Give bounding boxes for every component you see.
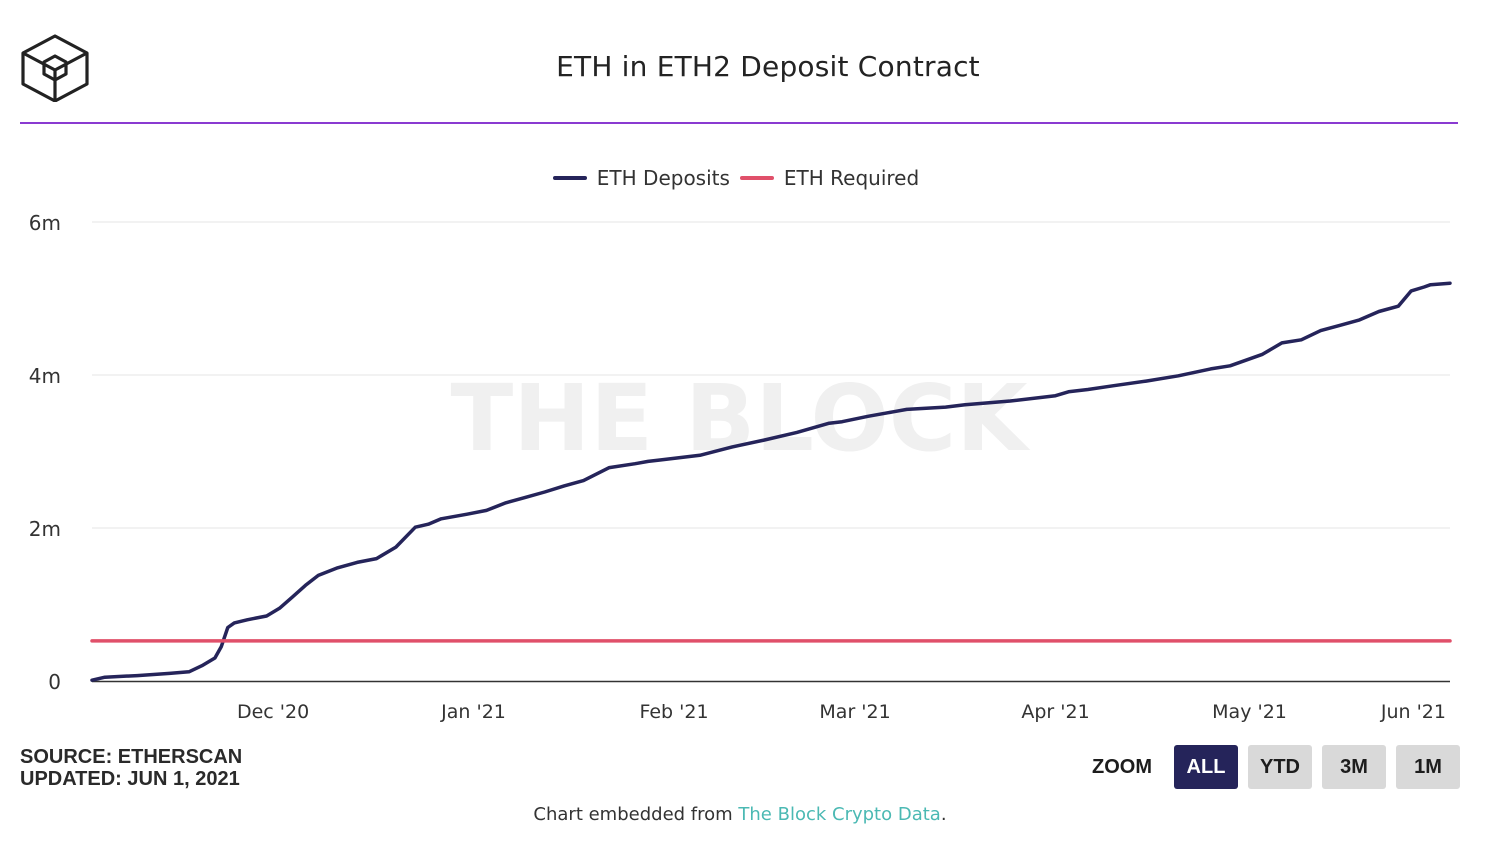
legend-swatch-required: [739, 176, 774, 180]
source-note: SOURCE: ETHERSCAN UPDATED: JUN 1, 2021: [20, 746, 242, 790]
footer-suffix: .: [940, 804, 947, 825]
footer-prefix: Chart embedded from: [533, 804, 739, 825]
y-tick-label: 0: [48, 670, 61, 694]
x-tick-label: Mar '21: [819, 701, 890, 723]
legend-item-deposits[interactable]: ETH Deposits: [552, 166, 730, 190]
zoom-label: ZOOM: [1092, 755, 1152, 778]
zoom-button-all[interactable]: ALL: [1174, 745, 1238, 789]
x-tick-label: Apr '21: [1021, 701, 1089, 723]
x-tick-label: Feb '21: [639, 701, 708, 723]
y-tick-label: 6m: [29, 211, 61, 235]
watermark-text: THE BLOCK: [450, 365, 1031, 472]
zoom-button-ytd[interactable]: YTD: [1248, 745, 1312, 789]
title-divider: [20, 122, 1458, 124]
the-block-data-link[interactable]: The Block Crypto Data: [738, 804, 941, 825]
series-line-eth-deposits: [90, 281, 1452, 682]
x-tick-label: May '21: [1212, 701, 1287, 723]
updated-line: UPDATED: JUN 1, 2021: [20, 768, 240, 790]
chart-legend: ETH Deposits ETH Required: [0, 166, 1472, 190]
y-tick-label: 2m: [29, 517, 61, 541]
embed-footer: Chart embedded from The Block Crypto Dat…: [0, 804, 1480, 825]
legend-swatch-deposits: [552, 176, 587, 180]
legend-label-deposits: ETH Deposits: [596, 166, 730, 190]
zoom-button-1m[interactable]: 1M: [1396, 745, 1460, 789]
x-tick-label: Dec '20: [237, 701, 309, 723]
x-tick-label: Jan '21: [440, 701, 506, 723]
zoom-button-3m[interactable]: 3M: [1322, 745, 1386, 789]
x-tick-label: Jun '21: [1380, 701, 1446, 723]
zoom-controls: ZOOM ALL YTD 3M 1M: [1092, 745, 1460, 789]
legend-label-required: ETH Required: [783, 166, 920, 190]
legend-item-required[interactable]: ETH Required: [739, 166, 920, 190]
the-block-logo: [20, 32, 90, 103]
page-title: ETH in ETH2 Deposit Contract: [556, 50, 980, 83]
source-line: SOURCE: ETHERSCAN: [20, 746, 243, 768]
y-tick-label: 4m: [29, 364, 61, 388]
